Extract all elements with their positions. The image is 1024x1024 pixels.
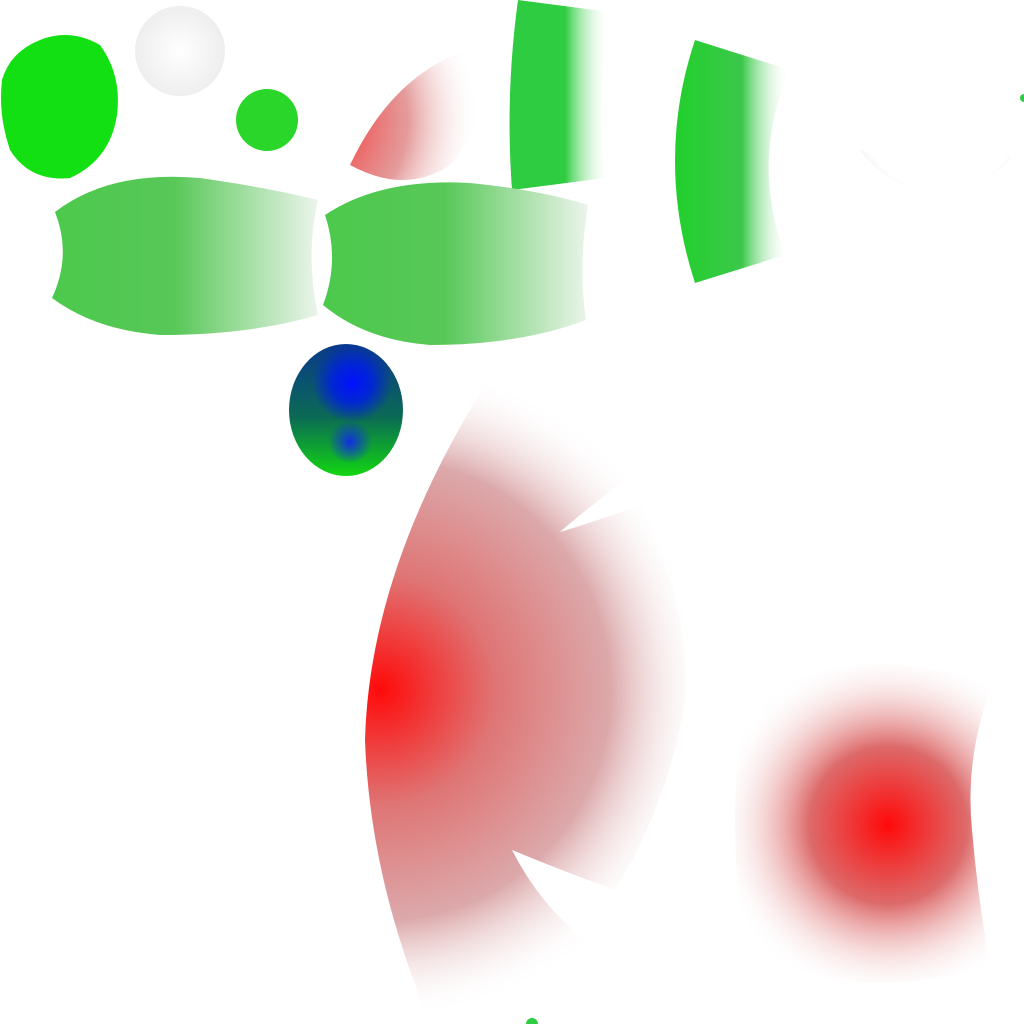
small-green-circle [236, 89, 298, 151]
green-leaf-right [323, 182, 588, 345]
green-fade-band-top [509, 0, 610, 190]
green-dot-bottom [526, 1018, 538, 1024]
pink-gradient-lune [350, 48, 484, 180]
red-radial-blob-bottom-right [735, 664, 990, 983]
white-radial-circle [135, 6, 225, 96]
green-fade-band-right [675, 40, 790, 283]
green-leaf-left [52, 176, 318, 335]
white-glow-top-right [860, 130, 1010, 190]
blue-green-gradient-egg [289, 344, 403, 476]
green-dot-edge [1020, 94, 1024, 102]
large-red-radial-fan [365, 365, 686, 1022]
solid-green-ellipse [1, 35, 118, 179]
